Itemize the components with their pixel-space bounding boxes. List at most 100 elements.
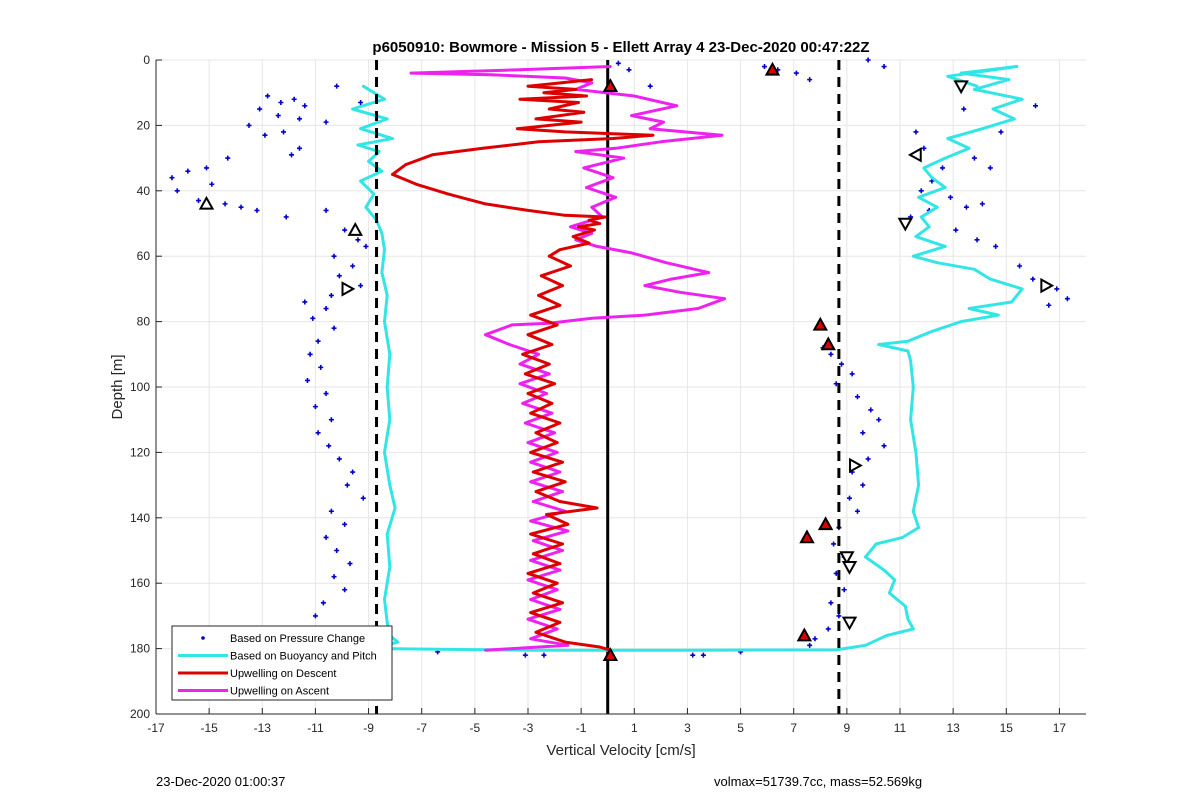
y-tick-label: 60 (137, 249, 151, 263)
descent-line-point (521, 352, 525, 356)
depth-velocity-chart: p6050910: Bowmore - Mission 5 - Ellett A… (109, 39, 1086, 759)
buoyancy-pitch-line-point (988, 277, 992, 281)
buoyancy-pitch-line-point (975, 84, 979, 88)
descent-line-point (585, 94, 588, 98)
descent-line-point (526, 84, 530, 88)
marker-triangle-right-open (849, 457, 863, 474)
buoyancy-pitch-line-point (1020, 287, 1024, 291)
pressure-point (807, 77, 813, 83)
pressure-point (865, 57, 871, 63)
descent-line-point (563, 480, 567, 484)
buoyancy-pitch-line-point (893, 578, 897, 582)
buoyancy-pitch-line-point (1020, 97, 1024, 101)
y-tick-label: 0 (143, 53, 150, 67)
buoyancy-pitch-line-point (996, 313, 1000, 317)
pressure-point (283, 214, 289, 220)
pressure-point (828, 600, 834, 606)
pressure-point (355, 237, 361, 243)
pressure-point (350, 263, 356, 269)
pressure-point (953, 227, 959, 233)
ascent-line-point (545, 392, 548, 395)
buoyancy-pitch-line-point (864, 555, 867, 559)
descent-line-point (547, 362, 551, 366)
y-tick-label: 180 (130, 642, 150, 656)
ascent-line-point (563, 76, 567, 80)
pressure-point (328, 417, 334, 423)
ascent-line-point (558, 607, 562, 611)
pressure-point (315, 338, 321, 344)
buoyancy-pitch-line-point (885, 634, 889, 637)
marker-triangle-down-open (953, 80, 969, 95)
pressure-point (987, 165, 993, 171)
pressure-point (323, 534, 329, 540)
descent-line-point (579, 120, 583, 124)
buoyancy-pitch-line-point (385, 532, 389, 536)
pressure-point (961, 106, 967, 112)
buoyancy-pitch-line-point (380, 271, 384, 274)
pressure-point (921, 145, 927, 151)
pressure-point (860, 430, 866, 436)
buoyancy-pitch-line-point (917, 526, 920, 530)
pressure-point (918, 188, 924, 194)
ascent-line-point (582, 166, 586, 170)
pressure-point (360, 495, 366, 501)
y-tick-label: 160 (130, 576, 150, 590)
ascent-line-point (643, 313, 647, 317)
buoyancy-pitch-line-point (834, 648, 838, 652)
pressure-point (807, 642, 813, 648)
buoyancy-pitch-line-point (906, 349, 910, 353)
ascent-line-point (595, 244, 599, 248)
buoyancy-pitch-line-point (391, 137, 394, 140)
descent-line-point (561, 542, 564, 546)
marker-triangle-up-open (198, 195, 215, 210)
ascent-line-point (664, 261, 668, 265)
pressure-point (307, 351, 313, 357)
descent-line (391, 78, 655, 652)
descent-line-point (569, 264, 572, 268)
ascent-line-point (670, 277, 673, 281)
marker-triangle-up-filled (764, 61, 781, 76)
pressure-point (854, 394, 860, 400)
descent-line-point (531, 591, 535, 595)
buoyancy-pitch-line-point (359, 127, 362, 131)
descent-line-point (558, 303, 562, 307)
pressure-point (541, 652, 547, 658)
buoyancy-pitch-line-point (943, 244, 947, 248)
buoyancy-pitch-line-point (943, 156, 947, 160)
x-tick-label: -9 (363, 721, 374, 735)
ascent-line-point (526, 441, 530, 444)
x-tick-label: 7 (790, 721, 797, 735)
pressure-point (336, 456, 342, 462)
descent-line-point (550, 401, 554, 405)
buoyancy-pitch-line-point (946, 137, 950, 140)
buoyancy-pitch-line-point (877, 343, 881, 346)
buoyancy-pitch-line-point (959, 71, 963, 75)
pressure-point (615, 60, 621, 66)
descent-line-point (415, 182, 418, 186)
ascent-line-point (643, 284, 647, 288)
descent-line-point (566, 522, 570, 526)
pressure-point (302, 299, 308, 305)
descent-line-point (598, 222, 602, 225)
x-tick-label: 15 (1000, 721, 1014, 735)
buoyancy-pitch-line-point (388, 352, 392, 356)
pressure-point (342, 227, 348, 233)
x-tick-label: -1 (576, 721, 587, 735)
pressure-point (868, 407, 874, 413)
marker-triangle-up-filled (817, 516, 834, 531)
descent-line-point (582, 110, 586, 114)
buoyancy-pitch-line-point (919, 215, 923, 219)
ascent-line-point (566, 643, 570, 647)
pressure-point (334, 548, 340, 553)
legend: Based on Pressure Change Based on Buoyanc… (171, 625, 393, 701)
marker-triangle-up-open (347, 221, 363, 236)
descent-line-point (534, 490, 538, 494)
pressure-point (312, 613, 318, 619)
marker-triangle-down-open (897, 217, 914, 232)
grid-lines (155, 59, 1086, 715)
ascent-line-point (526, 617, 530, 621)
descent-line-point (558, 562, 562, 565)
pressure-point (825, 626, 831, 632)
ascent-line-point (585, 186, 588, 189)
buoyancy-pitch-line-point (388, 565, 392, 569)
